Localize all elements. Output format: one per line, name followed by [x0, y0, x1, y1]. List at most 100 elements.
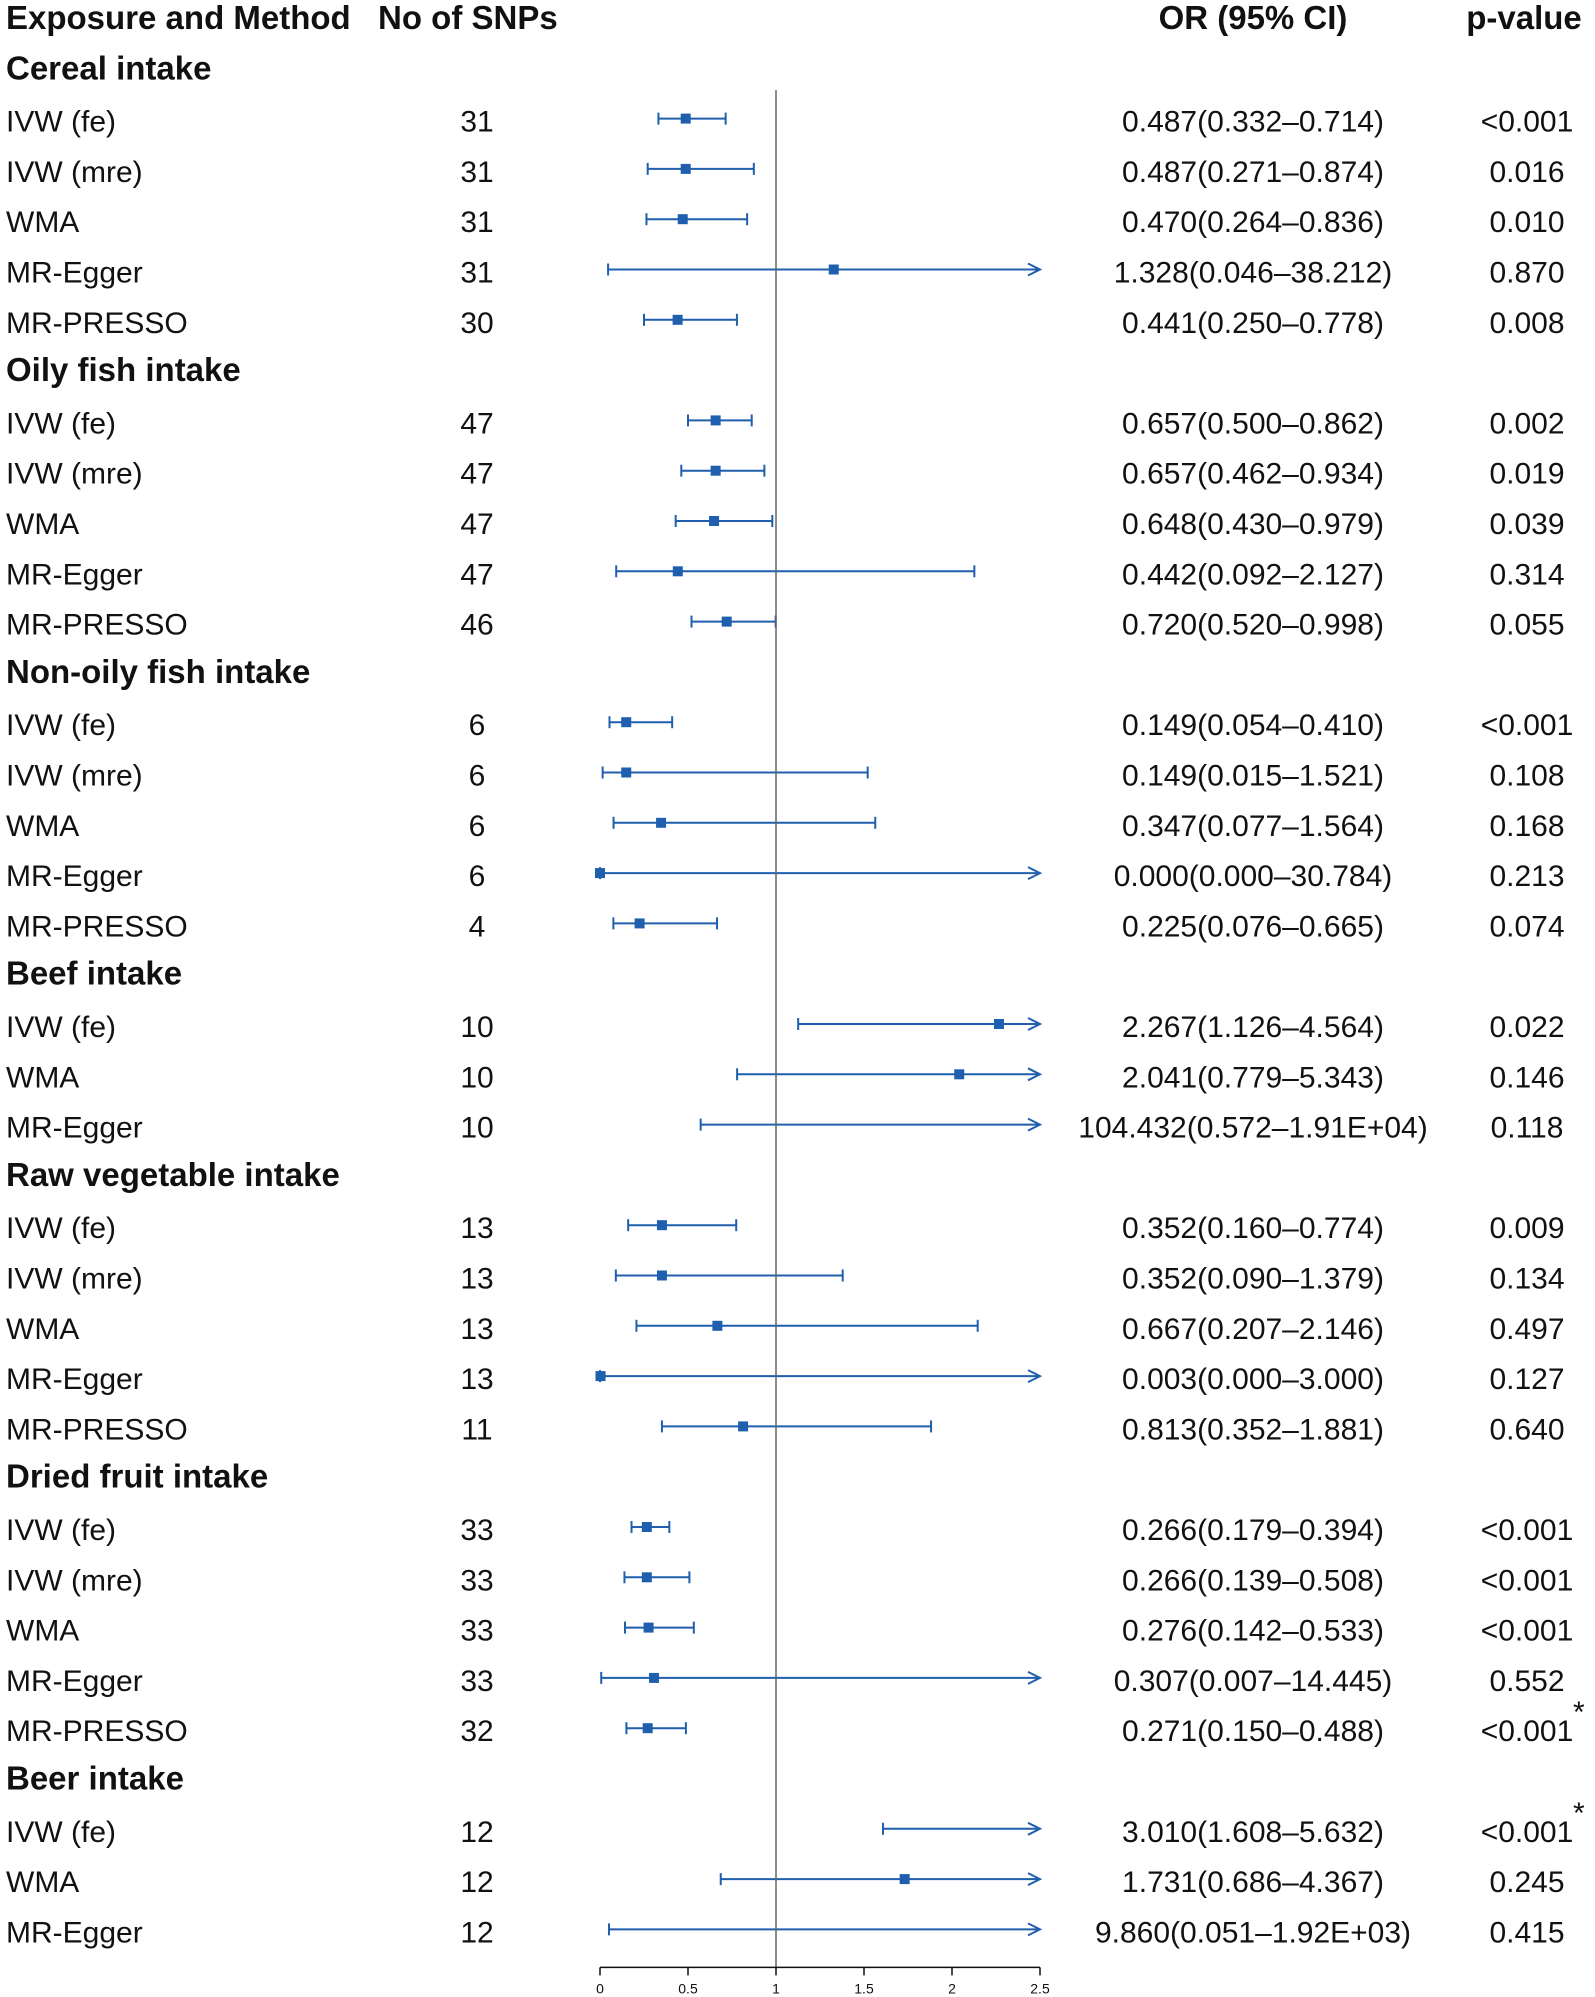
point-estimate — [677, 214, 688, 225]
snp-count: 10 — [460, 1061, 493, 1094]
group-title: Dried fruit intake — [6, 1458, 268, 1495]
snp-count: 32 — [460, 1715, 493, 1748]
or-ci-value: 0.352(0.160–0.774) — [1122, 1212, 1384, 1245]
method-label: IVW (fe) — [6, 709, 116, 742]
or-ci-value: 0.813(0.352–1.881) — [1122, 1413, 1384, 1446]
p-value: 0.009 — [1489, 1212, 1564, 1245]
ci-overflow-arrow — [1027, 1872, 1043, 1886]
point-estimate — [680, 113, 691, 124]
point-estimate — [828, 264, 839, 275]
snp-count: 12 — [460, 1916, 493, 1949]
point-estimate — [656, 1270, 667, 1281]
snp-count: 13 — [460, 1212, 493, 1245]
ci-overflow-arrow — [1027, 1671, 1043, 1685]
method-label: IVW (mre) — [6, 1564, 143, 1597]
or-ci-value: 2.267(1.126–4.564) — [1122, 1011, 1384, 1044]
point-estimate — [643, 1622, 654, 1633]
point-estimate — [656, 817, 667, 828]
group-title: Raw vegetable intake — [6, 1156, 340, 1193]
ci-overflow-arrow — [1027, 1821, 1043, 1836]
p-value: <0.001 — [1481, 709, 1574, 742]
or-ci-value: 2.041(0.779–5.343) — [1122, 1061, 1384, 1094]
point-estimate — [642, 1723, 653, 1734]
or-ci-value: 0.648(0.430–0.979) — [1122, 508, 1384, 541]
p-value: <0.001 — [1481, 106, 1574, 139]
or-ci-value: 0.149(0.054–0.410) — [1122, 709, 1384, 742]
snp-count: 12 — [460, 1816, 493, 1849]
p-value: 0.415 — [1489, 1916, 1564, 1949]
or-ci-value: 0.442(0.092–2.127) — [1122, 558, 1384, 591]
snp-count: 13 — [460, 1363, 493, 1396]
method-label: IVW (mre) — [6, 458, 143, 491]
p-value: 0.168 — [1489, 810, 1564, 843]
or-ci-value: 9.860(0.051–1.92E+03) — [1095, 1916, 1411, 1949]
p-value: 0.008 — [1489, 307, 1564, 340]
method-label: IVW (fe) — [6, 1816, 116, 1849]
snp-count: 11 — [461, 1413, 492, 1446]
method-label: IVW (mre) — [6, 156, 143, 189]
p-value: 0.134 — [1489, 1263, 1564, 1296]
point-estimate — [656, 1220, 667, 1231]
point-estimate — [738, 1421, 749, 1432]
snp-count: 10 — [460, 1112, 493, 1145]
p-value: <0.001 — [1481, 1816, 1574, 1849]
p-value: 0.010 — [1489, 206, 1564, 239]
x-tick-label: 0.5 — [678, 1980, 698, 1996]
snp-count: 47 — [460, 508, 493, 541]
method-label: MR-Egger — [6, 860, 143, 893]
significance-star: * — [1573, 1696, 1585, 1729]
x-tick-label: 2 — [948, 1980, 956, 1996]
p-value: <0.001 — [1481, 1715, 1574, 1748]
method-label: WMA — [6, 206, 79, 239]
ci-overflow-arrow — [1027, 262, 1043, 277]
p-value: 0.055 — [1489, 609, 1564, 642]
ci-overflow-arrow — [1027, 1369, 1043, 1383]
point-estimate — [710, 465, 721, 476]
or-ci-value: 0.720(0.520–0.998) — [1122, 609, 1384, 642]
or-ci-value: 0.487(0.332–0.714) — [1122, 106, 1384, 139]
method-label: MR-Egger — [6, 1112, 143, 1145]
point-estimate — [680, 163, 691, 174]
or-ci-value: 1.328(0.046–38.212) — [1114, 257, 1393, 290]
point-estimate — [621, 717, 632, 728]
or-ci-value: 0.266(0.179–0.394) — [1122, 1514, 1384, 1547]
header-or: OR (95% CI) — [1159, 0, 1348, 36]
significance-star: * — [1573, 1797, 1585, 1830]
point-estimate — [721, 616, 732, 627]
group-title: Cereal intake — [6, 49, 211, 86]
snp-count: 46 — [460, 609, 493, 642]
method-label: IVW (fe) — [6, 407, 116, 440]
method-label: IVW (fe) — [6, 1212, 116, 1245]
x-tick-label: 1.5 — [854, 1980, 874, 1996]
or-ci-value: 0.487(0.271–0.874) — [1122, 156, 1384, 189]
point-estimate — [641, 1572, 652, 1583]
method-label: MR-Egger — [6, 257, 143, 290]
p-value: 0.118 — [1491, 1112, 1564, 1145]
snp-count: 47 — [460, 458, 493, 491]
p-value: 0.497 — [1489, 1313, 1564, 1346]
method-label: MR-Egger — [6, 558, 143, 591]
method-label: MR-PRESSO — [6, 1413, 188, 1446]
x-tick-label: 1 — [772, 1980, 780, 1996]
p-value: 0.019 — [1489, 458, 1564, 491]
point-estimate — [649, 1672, 660, 1683]
p-value: 0.146 — [1489, 1061, 1564, 1094]
p-value: 0.870 — [1489, 257, 1564, 290]
or-ci-value: 0.352(0.090–1.379) — [1122, 1263, 1384, 1296]
or-ci-value: 0.266(0.139–0.508) — [1122, 1564, 1384, 1597]
p-value: 0.127 — [1489, 1363, 1564, 1396]
snp-count: 6 — [469, 760, 486, 793]
snp-count: 13 — [460, 1263, 493, 1296]
ci-overflow-arrow — [1027, 1117, 1043, 1132]
snp-count: 31 — [460, 257, 493, 290]
point-estimate — [634, 918, 645, 929]
header-exposure: Exposure and Method — [6, 0, 351, 36]
method-label: MR-PRESSO — [6, 1715, 188, 1748]
or-ci-value: 0.000(0.000–30.784) — [1114, 860, 1393, 893]
method-label: IVW (mre) — [6, 1263, 143, 1296]
or-ci-value: 0.657(0.500–0.862) — [1122, 407, 1384, 440]
p-value: 0.108 — [1489, 760, 1564, 793]
method-label: IVW (fe) — [6, 1514, 116, 1547]
method-label: WMA — [6, 1866, 79, 1899]
ci-overflow-arrow — [1027, 1067, 1043, 1082]
